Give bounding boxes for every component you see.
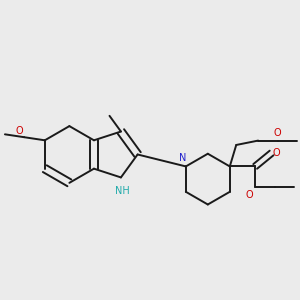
Text: O: O (274, 128, 281, 138)
Text: N: N (179, 152, 187, 163)
Text: NH: NH (115, 186, 130, 197)
Text: O: O (272, 148, 280, 158)
Text: O: O (15, 126, 22, 136)
Text: O: O (245, 190, 253, 200)
